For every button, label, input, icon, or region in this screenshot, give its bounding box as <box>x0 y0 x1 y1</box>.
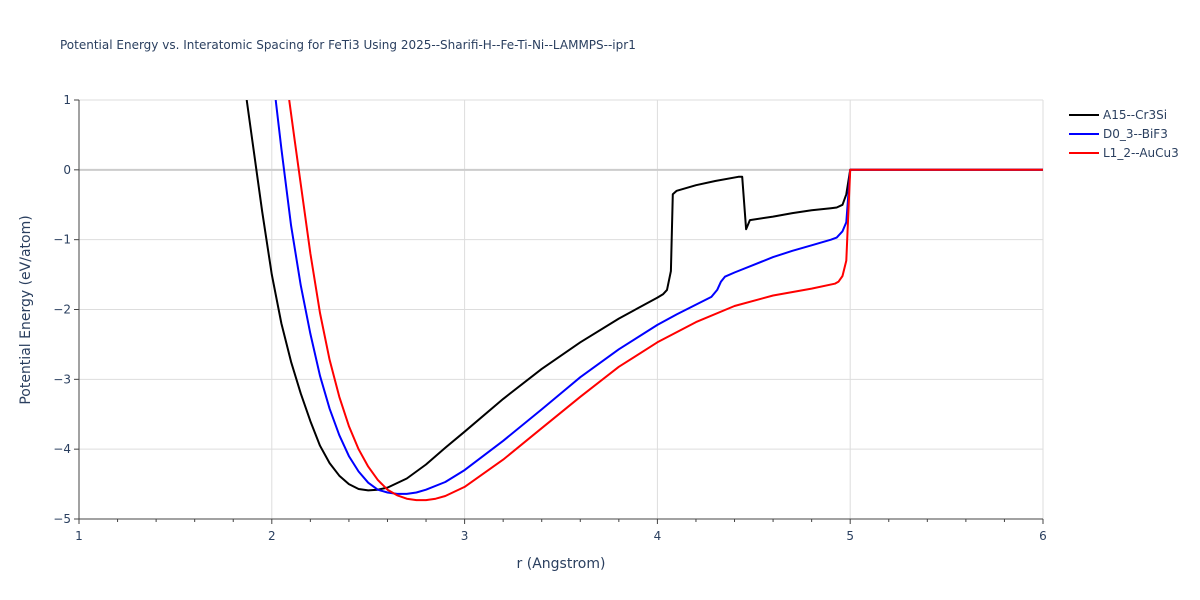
x-axis-title: r (Angstrom) <box>517 556 606 572</box>
legend-label: A15--Cr3Si <box>1103 108 1167 122</box>
y-tick-label: 1 <box>63 93 71 107</box>
x-tick-label: 6 <box>1039 529 1047 543</box>
y-tick-label: −2 <box>53 303 71 317</box>
chart-title: Potential Energy vs. Interatomic Spacing… <box>60 38 636 52</box>
x-tick-label: 2 <box>268 529 276 543</box>
legend-item[interactable]: L1_2--AuCu3 <box>1069 146 1179 160</box>
legend[interactable]: A15--Cr3Si D0_3--BiF3 L1_2--AuCu3 <box>1069 108 1179 160</box>
plot-area <box>245 100 1043 502</box>
series-line-a15-cr3si <box>245 100 1043 492</box>
y-tick-label: 0 <box>63 163 71 177</box>
y-axis-title: Potential Energy (eV/atom) <box>18 215 34 404</box>
x-tick-label: 3 <box>461 529 469 543</box>
x-tick-label: 5 <box>846 529 854 543</box>
x-tick-label: 1 <box>75 529 83 543</box>
legend-label: L1_2--AuCu3 <box>1103 146 1179 160</box>
y-ticks: 1 0 −1 −2 −3 −4 −5 <box>53 93 79 526</box>
y-tick-label: −1 <box>53 233 71 247</box>
x-ticks: 1 2 3 4 5 6 <box>75 519 1047 543</box>
series-line-l1-2-aucu3 <box>288 100 1043 502</box>
x-tick-label: 4 <box>654 529 662 543</box>
grid <box>79 99 1044 519</box>
legend-label: D0_3--BiF3 <box>1103 127 1168 141</box>
series-line-d0-3-bif3 <box>274 100 1043 495</box>
legend-item[interactable]: A15--Cr3Si <box>1069 108 1167 122</box>
y-tick-label: −4 <box>53 442 71 456</box>
y-tick-label: −5 <box>53 512 71 526</box>
y-tick-label: −3 <box>53 372 71 386</box>
legend-item[interactable]: D0_3--BiF3 <box>1069 127 1168 141</box>
